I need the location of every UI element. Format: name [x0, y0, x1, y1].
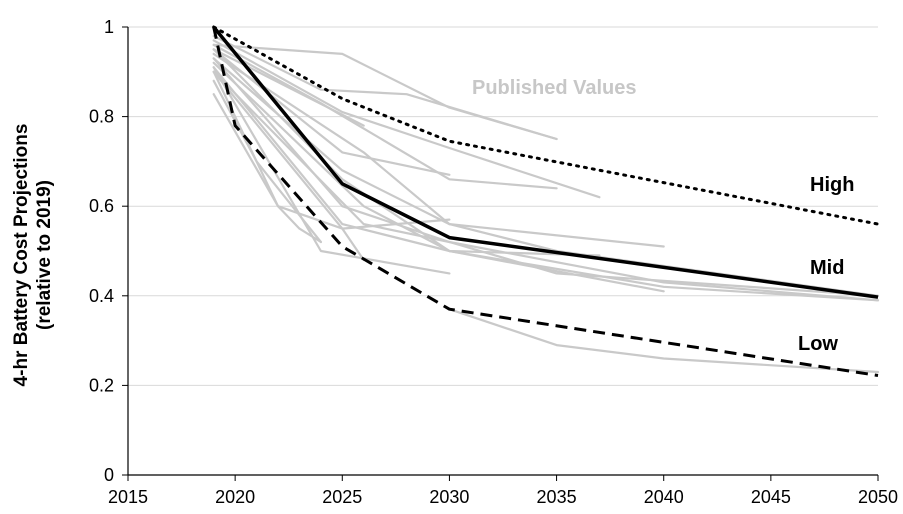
- axes: [122, 26, 879, 481]
- x-tick-label-7: 2050: [858, 487, 898, 507]
- published-line-14: [212, 70, 365, 262]
- x-tick-label-3: 2030: [429, 487, 469, 507]
- published-line-1: [212, 34, 558, 141]
- x-tick-label-5: 2040: [644, 487, 684, 507]
- published-line-3: [212, 43, 558, 190]
- published-line-6: [212, 52, 665, 248]
- mid-series-line: [212, 25, 879, 299]
- y-tick-label-4: 0.8: [89, 107, 114, 127]
- published-line-10: [212, 66, 601, 257]
- published-line-17: [212, 48, 880, 302]
- low-label: Low: [798, 333, 838, 355]
- low-series-line: [212, 26, 879, 377]
- published-line-18: [448, 308, 880, 374]
- y-axis-label: 4-hr Battery Cost Projections: [11, 124, 32, 387]
- published-values-label: Published Values: [472, 77, 637, 99]
- published-line-5: [212, 48, 451, 176]
- y-tick-label-3: 0.6: [89, 196, 114, 216]
- y-tick-label-2: 0.4: [89, 286, 114, 306]
- published-line-4: [212, 48, 365, 127]
- y-tick-label-0: 0: [104, 465, 114, 485]
- x-tick-label-0: 2015: [108, 487, 148, 507]
- high-label: High: [810, 174, 854, 196]
- x-tick-label-6: 2045: [751, 487, 791, 507]
- published-line-2: [212, 39, 601, 199]
- y-tick-label-1: 0.2: [89, 375, 114, 395]
- published-line-9: [212, 61, 665, 293]
- published-line-11: [212, 70, 880, 297]
- y-axis-label-line2: (relative to 2019): [34, 180, 55, 330]
- published-line-16: [212, 93, 322, 244]
- x-tick-label-1: 2020: [215, 487, 255, 507]
- published-line-12: [212, 66, 451, 275]
- x-tick-labels: 2015 2020 2025 2030 2035 2040 2045 2050: [108, 487, 898, 507]
- high-series-line: [212, 25, 880, 226]
- x-tick-label-2: 2025: [322, 487, 362, 507]
- y-tick-label-5: 1: [104, 17, 114, 37]
- x-tick-label-4: 2035: [537, 487, 577, 507]
- mid-label: Mid: [810, 257, 844, 279]
- y-tick-labels: 0 0.2 0.4 0.6 0.8 1: [89, 17, 114, 485]
- scenario-lines: [212, 25, 880, 377]
